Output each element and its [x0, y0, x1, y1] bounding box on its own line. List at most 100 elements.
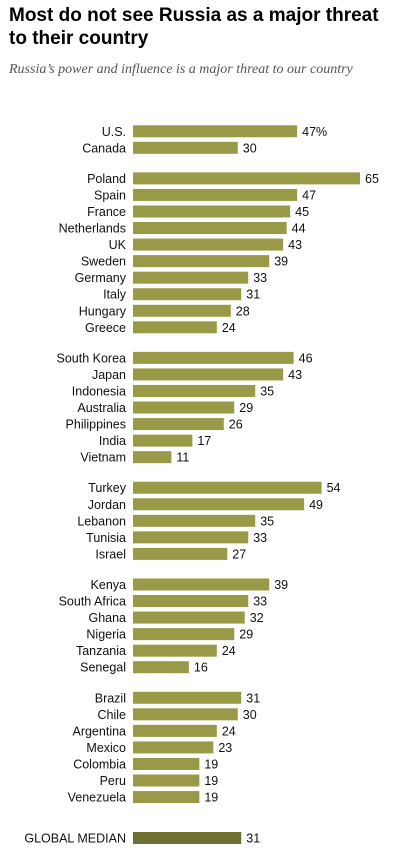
bar-u-s	[133, 125, 298, 138]
category-label-japan: Japan	[92, 368, 126, 382]
median-bar	[133, 832, 242, 844]
value-label-italy: 31	[246, 288, 260, 302]
value-label-spain: 47	[302, 188, 316, 202]
bar-australia	[133, 401, 235, 414]
value-label-south-korea: 46	[299, 351, 313, 365]
value-label-japan: 43	[288, 368, 302, 382]
value-label-nigeria: 29	[239, 628, 253, 642]
bar-uk	[133, 238, 284, 251]
category-label-philippines: Philippines	[66, 418, 126, 432]
category-label-hungary: Hungary	[79, 304, 127, 318]
value-label-mexico: 23	[218, 741, 232, 755]
bar-argentina	[133, 724, 217, 737]
bar-israel	[133, 547, 228, 560]
category-label-india: India	[99, 434, 126, 448]
value-label-germany: 33	[253, 271, 267, 285]
bar-turkey	[133, 481, 322, 494]
bar-brazil	[133, 691, 242, 704]
bar-chile	[133, 708, 238, 721]
category-label-spain: Spain	[94, 188, 126, 202]
bar-colombia	[133, 757, 200, 770]
value-label-france: 45	[295, 205, 309, 219]
bar-ghana	[133, 611, 245, 624]
value-label-south-africa: 33	[253, 595, 267, 609]
bar-sweden	[133, 255, 270, 268]
category-label-nigeria: Nigeria	[86, 628, 126, 642]
category-label-peru: Peru	[100, 774, 126, 788]
category-label-lebanon: Lebanon	[77, 514, 126, 528]
category-label-germany: Germany	[75, 271, 127, 285]
category-label-netherlands: Netherlands	[59, 222, 126, 236]
value-label-indonesia: 35	[260, 384, 274, 398]
bar-france	[133, 205, 291, 218]
value-label-tanzania: 24	[222, 644, 236, 658]
value-label-vietnam: 11	[176, 451, 189, 465]
category-label-south-africa: South Africa	[59, 595, 126, 609]
value-label-ghana: 32	[250, 611, 264, 625]
value-label-tunisia: 33	[253, 531, 267, 545]
value-label-sweden: 39	[274, 255, 288, 269]
value-label-australia: 29	[239, 401, 253, 415]
value-label-argentina: 24	[222, 724, 236, 738]
category-label-ghana: Ghana	[88, 611, 126, 625]
value-label-turkey: 54	[327, 481, 341, 495]
bar-south-africa	[133, 595, 249, 608]
bar-mexico	[133, 741, 214, 754]
bar-hungary	[133, 304, 231, 317]
value-label-colombia: 19	[204, 757, 218, 771]
value-label-philippines: 26	[229, 418, 243, 432]
bar-india	[133, 434, 193, 447]
bar-south-korea	[133, 351, 294, 364]
bar-philippines	[133, 418, 224, 431]
value-label-hungary: 28	[236, 304, 250, 318]
value-label-uk: 43	[288, 238, 302, 252]
category-label-south-korea: South Korea	[57, 351, 127, 365]
value-label-brazil: 31	[246, 691, 260, 705]
category-label-u-s: U.S.	[102, 125, 126, 139]
bar-poland	[133, 172, 360, 185]
value-label-netherlands: 44	[292, 222, 306, 236]
category-label-poland: Poland	[87, 172, 126, 186]
category-label-venezuela: Venezuela	[68, 791, 126, 805]
category-label-mexico: Mexico	[86, 741, 126, 755]
bar-japan	[133, 368, 284, 381]
value-label-chile: 30	[243, 708, 257, 722]
value-label-lebanon: 35	[260, 514, 274, 528]
category-label-israel: Israel	[95, 547, 126, 561]
category-label-greece: Greece	[85, 321, 126, 335]
bar-germany	[133, 271, 249, 284]
value-label-greece: 24	[222, 321, 236, 335]
bar-spain	[133, 188, 298, 201]
category-label-sweden: Sweden	[81, 255, 126, 269]
category-label-australia: Australia	[77, 401, 126, 415]
bar-indonesia	[133, 384, 256, 397]
chart-subtitle: Russia’s power and influence is a major …	[9, 62, 353, 77]
bar-vietnam	[133, 451, 172, 464]
category-label-argentina: Argentina	[72, 724, 126, 738]
bar-lebanon	[133, 514, 256, 527]
bar-canada	[133, 141, 238, 154]
category-label-vietnam: Vietnam	[80, 451, 126, 465]
bar-jordan	[133, 498, 305, 511]
category-label-kenya: Kenya	[91, 578, 126, 592]
bar-nigeria	[133, 628, 235, 641]
category-label-tanzania: Tanzania	[76, 644, 126, 658]
bar-tunisia	[133, 531, 249, 544]
value-label-venezuela: 19	[204, 791, 218, 805]
bar-greece	[133, 321, 217, 334]
bar-senegal	[133, 661, 189, 674]
bar-kenya	[133, 578, 270, 591]
bar-tanzania	[133, 644, 217, 657]
value-label-canada: 30	[243, 141, 257, 155]
category-label-france: France	[87, 205, 126, 219]
value-label-kenya: 39	[274, 578, 288, 592]
value-label-senegal: 16	[194, 661, 208, 675]
chart-title: Most do not see Russia as a major threat…	[9, 5, 379, 49]
bar-netherlands	[133, 222, 287, 235]
median-value-label: 31	[246, 832, 260, 846]
bar-italy	[133, 288, 242, 301]
category-label-colombia: Colombia	[73, 757, 126, 771]
category-label-tunisia: Tunisia	[86, 531, 126, 545]
category-label-uk: UK	[109, 238, 127, 252]
